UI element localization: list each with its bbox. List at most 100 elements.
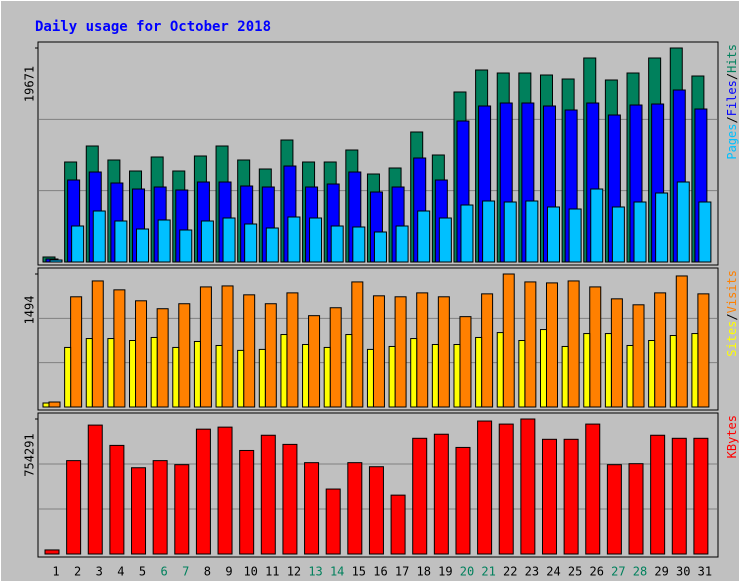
bar bbox=[589, 286, 602, 408]
x-tick-label: 2 bbox=[74, 565, 81, 579]
bar bbox=[217, 426, 233, 555]
bar bbox=[323, 346, 331, 408]
bar bbox=[264, 303, 277, 408]
bar bbox=[648, 340, 656, 408]
x-tick-label: 3 bbox=[96, 565, 103, 579]
bar bbox=[113, 289, 126, 408]
bar bbox=[693, 437, 709, 555]
bar bbox=[654, 292, 667, 408]
bar bbox=[525, 200, 539, 263]
bar bbox=[44, 549, 60, 555]
bar bbox=[150, 336, 158, 408]
bar bbox=[410, 338, 418, 408]
bar bbox=[308, 315, 321, 408]
bar bbox=[585, 423, 601, 555]
legend: Pages/Files/Hits bbox=[725, 44, 739, 160]
bar bbox=[199, 286, 212, 408]
bar bbox=[366, 348, 374, 408]
bar bbox=[482, 200, 496, 263]
bar bbox=[282, 443, 298, 555]
x-tick-label: 28 bbox=[633, 565, 647, 579]
legend-entry: Pages bbox=[725, 124, 739, 160]
chart-title: Daily usage for October 2018 bbox=[35, 19, 271, 35]
x-tick-label: 5 bbox=[139, 565, 146, 579]
bar bbox=[136, 228, 150, 263]
bar bbox=[330, 225, 344, 263]
x-tick-label: 25 bbox=[568, 565, 582, 579]
bar bbox=[583, 333, 591, 408]
bar bbox=[590, 188, 604, 263]
bar bbox=[221, 285, 234, 408]
bar bbox=[669, 335, 677, 408]
bar bbox=[131, 467, 147, 555]
bar bbox=[265, 227, 279, 263]
bar bbox=[70, 296, 83, 408]
x-tick-label: 14 bbox=[330, 565, 344, 579]
bar bbox=[412, 437, 428, 555]
bar bbox=[611, 206, 625, 263]
bar bbox=[304, 462, 320, 555]
bar bbox=[437, 296, 450, 408]
bar bbox=[477, 420, 493, 555]
legend: Sites/Visits bbox=[725, 270, 739, 357]
bar bbox=[475, 336, 483, 408]
bar bbox=[431, 344, 439, 408]
bar bbox=[433, 433, 449, 555]
y-tick-label: 1494 bbox=[23, 296, 37, 325]
bar bbox=[632, 304, 645, 408]
bar bbox=[518, 340, 526, 408]
bar bbox=[460, 204, 474, 263]
x-tick-label: 29 bbox=[654, 565, 668, 579]
bar bbox=[302, 344, 310, 408]
bar bbox=[174, 464, 190, 555]
bar bbox=[107, 338, 115, 408]
bar bbox=[351, 281, 364, 408]
x-tick-label: 19 bbox=[438, 565, 452, 579]
x-tick-label: 30 bbox=[676, 565, 690, 579]
x-tick-label: 7 bbox=[182, 565, 189, 579]
bar bbox=[91, 280, 104, 408]
x-tick-label: 4 bbox=[117, 565, 124, 579]
bar bbox=[626, 344, 634, 408]
bar bbox=[671, 437, 687, 555]
bar bbox=[610, 298, 623, 408]
bar bbox=[156, 308, 169, 408]
x-tick-label: 17 bbox=[395, 565, 409, 579]
y-tick-label: 754291 bbox=[23, 433, 37, 476]
bar bbox=[545, 282, 558, 408]
x-tick-label: 18 bbox=[416, 565, 430, 579]
bar bbox=[309, 217, 323, 263]
bar bbox=[503, 201, 517, 263]
bar bbox=[345, 334, 353, 408]
bar bbox=[237, 349, 245, 408]
bar bbox=[650, 434, 666, 555]
bar bbox=[109, 444, 125, 555]
bar bbox=[541, 438, 557, 555]
bar bbox=[453, 344, 461, 408]
x-tick-label: 15 bbox=[352, 565, 366, 579]
bar bbox=[417, 210, 431, 263]
bar bbox=[172, 346, 180, 408]
bar bbox=[524, 281, 537, 408]
bar bbox=[368, 466, 384, 555]
legend-entry: Sites bbox=[725, 321, 739, 357]
x-tick-label: 21 bbox=[481, 565, 495, 579]
bar bbox=[455, 446, 471, 555]
x-tick-label: 10 bbox=[243, 565, 257, 579]
legend-entry: KBytes bbox=[725, 415, 739, 458]
bar bbox=[520, 418, 536, 555]
bar bbox=[260, 434, 276, 555]
bar bbox=[244, 223, 258, 263]
bar bbox=[87, 424, 103, 555]
bar bbox=[71, 225, 85, 263]
x-tick-label: 11 bbox=[265, 565, 279, 579]
bar bbox=[114, 220, 128, 263]
x-tick-label: 13 bbox=[308, 565, 322, 579]
x-tick-label: 8 bbox=[204, 565, 211, 579]
bar bbox=[66, 460, 82, 555]
bar bbox=[628, 463, 644, 555]
bar bbox=[568, 208, 582, 263]
bar bbox=[64, 346, 72, 408]
bar bbox=[539, 329, 547, 408]
bar bbox=[92, 210, 106, 263]
